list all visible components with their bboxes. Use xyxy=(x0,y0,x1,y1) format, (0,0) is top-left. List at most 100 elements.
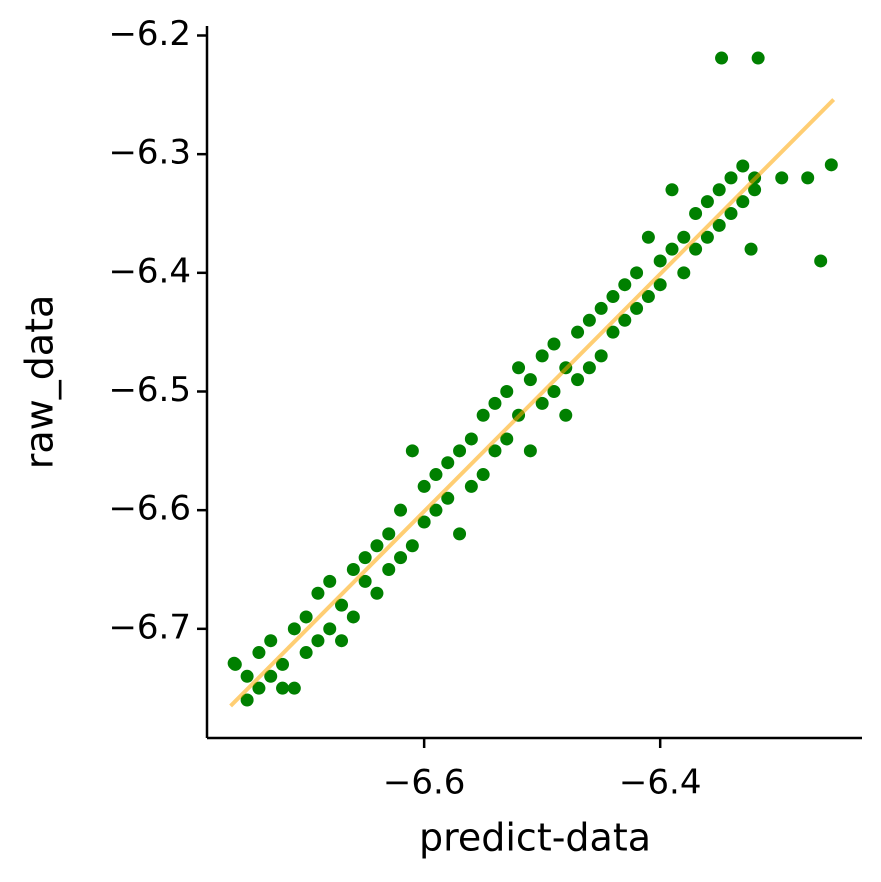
point xyxy=(370,586,384,600)
y-tick-label: −6.6 xyxy=(108,489,191,529)
fit-line xyxy=(229,98,836,708)
point xyxy=(394,503,408,517)
point xyxy=(712,218,726,232)
point xyxy=(523,444,537,458)
y-tick-label: −6.3 xyxy=(108,133,191,173)
point xyxy=(417,515,431,529)
point xyxy=(335,598,349,612)
point xyxy=(370,539,384,553)
point xyxy=(382,562,396,576)
x-tick-label: −6.4 xyxy=(619,763,702,803)
point xyxy=(441,456,455,470)
point xyxy=(801,171,815,185)
point xyxy=(677,266,691,280)
y-tick-label: −6.2 xyxy=(108,14,191,54)
point xyxy=(618,278,632,292)
point xyxy=(323,622,337,636)
point xyxy=(814,254,828,268)
point xyxy=(736,195,750,209)
point xyxy=(358,574,372,588)
point xyxy=(453,444,467,458)
point xyxy=(500,384,514,398)
point xyxy=(335,634,349,648)
point xyxy=(523,373,537,387)
point xyxy=(653,278,667,292)
point xyxy=(724,171,738,185)
point xyxy=(299,646,313,660)
point xyxy=(744,242,758,256)
point xyxy=(582,313,596,327)
point xyxy=(736,159,750,173)
point xyxy=(594,349,608,363)
point xyxy=(700,230,714,244)
point xyxy=(429,503,443,517)
point xyxy=(252,646,266,660)
point xyxy=(512,361,526,375)
point xyxy=(689,242,703,256)
y-tick-label: −6.5 xyxy=(108,370,191,410)
x-tick-label: −6.6 xyxy=(383,763,466,803)
point xyxy=(535,349,549,363)
point xyxy=(665,242,679,256)
point xyxy=(394,551,408,565)
point xyxy=(500,432,514,446)
point xyxy=(715,51,729,65)
point xyxy=(547,337,561,351)
point xyxy=(547,384,561,398)
point xyxy=(748,183,762,197)
point xyxy=(287,622,301,636)
point xyxy=(276,657,290,671)
point xyxy=(665,183,679,197)
point xyxy=(429,468,443,482)
point xyxy=(240,669,254,683)
point xyxy=(689,206,703,220)
point xyxy=(264,669,278,683)
point xyxy=(618,313,632,327)
point xyxy=(571,325,585,339)
point xyxy=(417,479,431,493)
point xyxy=(775,171,789,185)
y-tick-label: −6.7 xyxy=(108,607,191,647)
point xyxy=(606,325,620,339)
x-axis-label: predict-data xyxy=(419,816,651,860)
point xyxy=(346,562,360,576)
point xyxy=(323,574,337,588)
point xyxy=(653,254,667,268)
point xyxy=(641,290,655,304)
point xyxy=(441,491,455,505)
y-axis-label: raw_data xyxy=(18,295,62,470)
point xyxy=(358,551,372,565)
point xyxy=(724,206,738,220)
point xyxy=(488,444,502,458)
point xyxy=(299,610,313,624)
point xyxy=(252,681,266,695)
point xyxy=(311,634,325,648)
point xyxy=(712,183,726,197)
point xyxy=(382,527,396,541)
y-tick-label: −6.4 xyxy=(108,251,191,291)
point xyxy=(641,230,655,244)
point xyxy=(287,681,301,695)
point xyxy=(311,586,325,600)
point xyxy=(464,479,478,493)
point xyxy=(571,373,585,387)
point xyxy=(700,195,714,209)
point xyxy=(582,361,596,375)
point xyxy=(276,681,290,695)
point xyxy=(535,396,549,410)
point xyxy=(630,266,644,280)
point xyxy=(594,301,608,315)
point xyxy=(476,408,490,422)
point xyxy=(824,158,838,172)
point xyxy=(751,51,765,65)
point xyxy=(488,396,502,410)
point xyxy=(559,408,573,422)
point xyxy=(405,539,419,553)
point xyxy=(464,432,478,446)
point xyxy=(405,444,419,458)
point xyxy=(677,230,691,244)
point xyxy=(476,468,490,482)
point xyxy=(453,527,467,541)
